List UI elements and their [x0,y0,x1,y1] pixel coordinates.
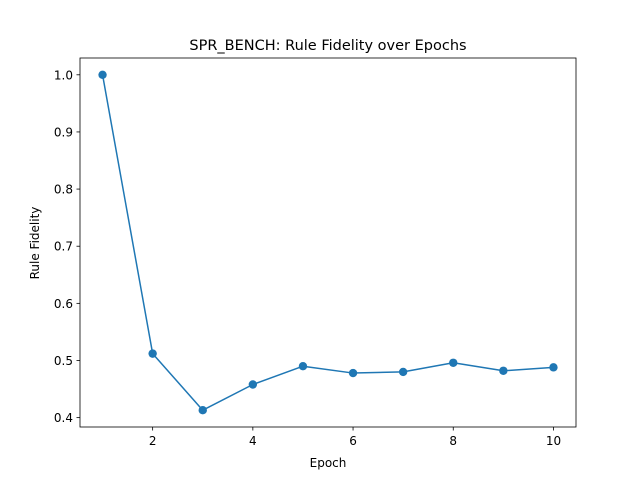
axes-frame [79,57,577,428]
data-point [348,368,358,378]
y-tick-label: 0.8 [54,183,73,197]
data-point [298,362,308,371]
x-axis-ticks: 2 4 6 8 10 [149,427,561,448]
y-tick-label: 0.9 [54,125,73,139]
y-tick-label: 1.0 [54,68,73,82]
data-point [449,358,458,367]
data-point [248,380,258,389]
series-layer [98,70,558,415]
data-point [98,70,107,79]
y-tick-label: 0.4 [54,411,73,425]
series-line [101,74,554,411]
x-tick-label: 8 [449,434,457,448]
data-point [499,366,508,375]
data-point [398,367,408,377]
x-tick-label: 10 [546,434,561,448]
y-axis-ticks: 0.4 0.5 0.6 0.7 0.8 0.9 1.0 [54,68,80,425]
y-tick-label: 0.6 [54,297,73,311]
chart-title: SPR_BENCH: Rule Fidelity over Epochs [189,38,466,54]
plot-area [79,57,577,428]
x-tick-label: 2 [149,434,157,448]
data-point [148,349,157,358]
y-tick-label: 0.5 [54,354,73,368]
x-tick-label: 4 [249,434,257,448]
x-axis-label: Epoch [310,456,347,470]
data-point [549,363,558,372]
y-axis-label: Rule Fidelity [28,207,42,280]
data-point [198,406,207,415]
y-tick-label: 0.7 [54,240,73,254]
x-tick-label: 6 [349,434,357,448]
